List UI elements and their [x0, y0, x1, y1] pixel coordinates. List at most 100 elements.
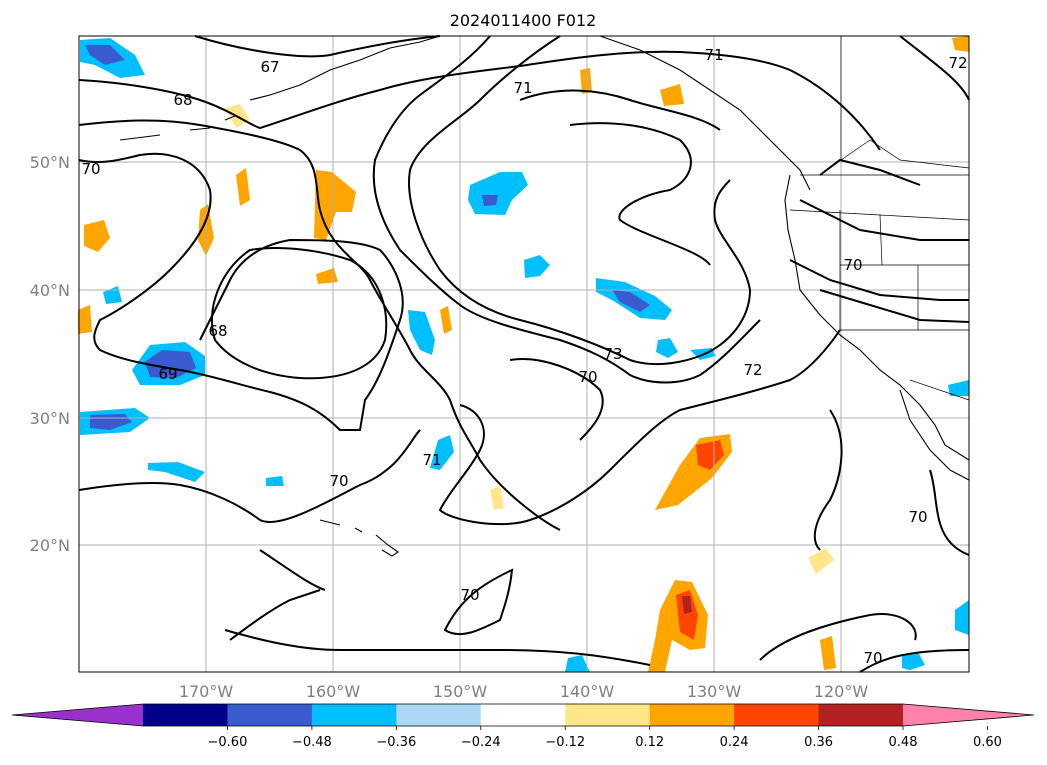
- contour-69-low: [210, 247, 388, 380]
- neg-patch: [948, 380, 969, 396]
- contour-label: 72: [948, 54, 967, 72]
- contour-72-inner: [408, 35, 752, 366]
- lat-label: 20°N: [30, 536, 70, 555]
- contour-71-mid: [519, 89, 721, 131]
- shading-layer: [78, 36, 969, 672]
- colorbar-extend-high: [903, 704, 1034, 726]
- colorbar: −0.60 −0.48 −0.36 −0.24 −0.12 0.12 0.24 0.36 0.4…: [11, 703, 1035, 750]
- neg-patch: [430, 435, 454, 470]
- contour-label: 70: [329, 472, 348, 490]
- contour-label: 71: [513, 79, 532, 97]
- height-contours: [78, 35, 970, 673]
- colorbar-segment: [480, 704, 566, 726]
- contour-coastal: [789, 158, 970, 323]
- contour-label: 69: [158, 365, 177, 383]
- colorbar-tick-label: 0.24: [720, 735, 749, 750]
- pos-patch: [808, 548, 834, 574]
- contour-70-southeast: [759, 613, 970, 673]
- lon-label: 130°W: [687, 682, 742, 701]
- contour-label: 72: [743, 361, 762, 379]
- colorbar-tick-label: −0.60: [208, 735, 248, 750]
- contour-label: 71: [422, 451, 441, 469]
- lon-label: 120°W: [814, 682, 869, 701]
- contour-72-ridge: [569, 122, 711, 266]
- pos-patch: [236, 168, 250, 206]
- contour-label: 67: [260, 58, 279, 76]
- contour-label: 70: [460, 586, 479, 604]
- baja-coast: [899, 389, 970, 481]
- contour-label: 70: [843, 256, 862, 274]
- colorbar-tick-label: 0.48: [889, 735, 918, 750]
- lon-label: 160°W: [306, 682, 361, 701]
- pos-patch: [78, 305, 92, 334]
- neg-patch-core: [85, 45, 125, 65]
- colorbar-tick-label: −0.48: [292, 735, 332, 750]
- colorbar-tick-label: 0.36: [804, 735, 833, 750]
- contour-70-east: [813, 409, 970, 556]
- map-frame: [78, 35, 970, 673]
- colorbar-segment: [734, 704, 820, 726]
- lon-label: 150°W: [433, 682, 488, 701]
- alaska-coast: [249, 35, 441, 101]
- lat-label: 50°N: [30, 153, 70, 172]
- neg-patch: [408, 310, 435, 355]
- coastlines: [119, 35, 970, 557]
- canada-province-borders: [840, 36, 970, 169]
- contour-label: 70: [908, 508, 927, 526]
- contour-70-west: [78, 429, 421, 523]
- pos-patch: [660, 84, 684, 106]
- lat-label: 30°N: [30, 409, 70, 428]
- contour-70-main: [78, 119, 561, 531]
- west-us-coast: [784, 174, 970, 461]
- contour-70-south: [509, 358, 604, 441]
- colorbar-segment: [649, 704, 735, 726]
- contour-label: 68: [173, 91, 192, 109]
- neg-patch: [656, 338, 678, 358]
- contour-67: [194, 35, 441, 58]
- longitude-labels: 170°W 160°W 150°W 140°W 130°W 120°W: [179, 682, 869, 701]
- colorbar-segment: [227, 704, 313, 726]
- contour-73: [372, 35, 761, 384]
- map-panel: 67 68 70 71 71 70 68 69 73 70 72 70 71 7…: [78, 35, 970, 673]
- pos-patch: [580, 68, 592, 94]
- pos-patch-core: [676, 590, 698, 640]
- colorbar-tick-label: −0.36: [376, 735, 416, 750]
- colorbar-extend-low: [12, 704, 143, 726]
- pos-patch: [490, 486, 504, 510]
- neg-patch: [468, 172, 528, 215]
- neg-patch: [524, 255, 550, 278]
- colorbar-tick-label: 0.60: [973, 735, 1002, 750]
- lon-label: 140°W: [560, 682, 615, 701]
- contour-70-southloop: [443, 568, 514, 636]
- contour-label: 70: [81, 160, 100, 178]
- aleutian-islands: [119, 115, 236, 141]
- neg-patch: [148, 462, 205, 482]
- neg-patch: [565, 655, 590, 672]
- contour-71-north: [78, 50, 881, 151]
- contour-70-tropics: [229, 549, 326, 641]
- chart-title: 2024011400 F012: [450, 11, 597, 30]
- colorbar-tick-label: −0.12: [545, 735, 585, 750]
- contour-label: 68: [208, 322, 227, 340]
- pos-patch: [440, 306, 452, 334]
- lat-label: 40°N: [30, 281, 70, 300]
- pos-patch-max: [682, 596, 692, 614]
- contour-label-layer: 67 68 70 71 71 70 68 69 73 70 72 70 71 7…: [81, 46, 967, 667]
- latitude-labels: 50°N 40°N 30°N 20°N: [30, 153, 70, 555]
- lon-label: 170°W: [179, 682, 234, 701]
- contour-label: 73: [603, 345, 622, 363]
- colorbar-tick-label: −0.24: [461, 735, 501, 750]
- colorbar-segment: [143, 704, 228, 726]
- colorbar-segment: [396, 704, 482, 726]
- ocean-background: [79, 36, 969, 672]
- neg-patch-core: [612, 290, 650, 312]
- pos-patch: [952, 36, 969, 52]
- hawaii-islands: [319, 519, 399, 557]
- pos-patch: [820, 636, 836, 670]
- pos-patch: [84, 220, 110, 252]
- contour-70-bottom: [224, 629, 651, 666]
- us-state-borders: [789, 209, 970, 331]
- contour-label: 70: [578, 368, 597, 386]
- neg-patch-core: [482, 195, 498, 206]
